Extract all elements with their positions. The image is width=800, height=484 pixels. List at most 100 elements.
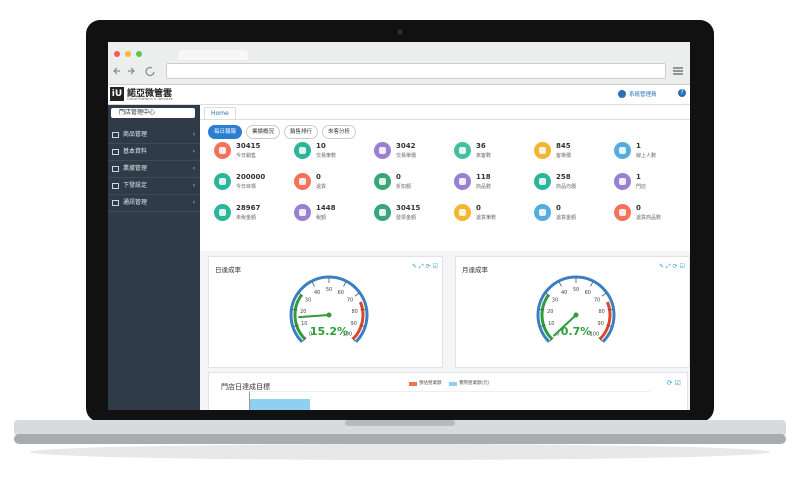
gauge-tick	[360, 308, 366, 311]
panel-tools[interactable]: ⟳ ☑	[666, 379, 681, 387]
panel-tools[interactable]: ✎ ⤢ ⟳ ☑	[659, 263, 685, 270]
menu-item[interactable]: 業據管理 ‹	[108, 161, 200, 178]
legend-swatch	[409, 382, 417, 386]
gauge-tick	[558, 281, 562, 287]
bar	[250, 399, 310, 410]
gauge-tick-label: 20	[547, 309, 553, 315]
stat-value: 0	[636, 204, 641, 212]
stat-label: 商品數	[476, 184, 492, 190]
menu-caret: ‹	[192, 165, 195, 172]
stat-value: 30415	[236, 142, 261, 150]
menu-icon	[112, 182, 119, 189]
stat-icon	[214, 173, 231, 190]
subtab[interactable]: 銷售排行	[284, 125, 319, 139]
gauge-title: 月達成率	[462, 266, 488, 274]
home-tab[interactable]: Home	[204, 107, 236, 119]
stat-icon	[294, 173, 311, 190]
panel-tools[interactable]: ✎ ⤢ ⟳ ☑	[412, 263, 438, 270]
stat-value: 1	[636, 142, 641, 150]
gauge-arc	[289, 275, 369, 343]
gauge-tick-label: 100	[343, 331, 353, 337]
stat-value: 1448	[316, 204, 336, 212]
stat-label: 交易單價	[396, 153, 417, 159]
user-menu[interactable]: 系統管理員	[629, 92, 657, 98]
stat-glyph	[459, 178, 466, 185]
gauge-tick-label: 0	[556, 331, 559, 337]
stat-label: 門店	[636, 184, 647, 190]
menu-caret: ‹	[192, 199, 195, 206]
stat-label: 線上人數	[636, 153, 657, 159]
gauge-arc	[536, 275, 616, 343]
stat-value: 0	[316, 173, 321, 181]
gauge-tick-label: 90	[351, 321, 357, 327]
bottom-chart-panel: 門店日達成目標 預估營業額 實際營業額(元) ⟳ ☑	[208, 372, 688, 410]
gauge-tick-label: 50	[573, 287, 579, 293]
menu-item[interactable]: 下發設定 ‹	[108, 178, 200, 195]
menu-label: 商品管理	[123, 131, 148, 138]
content: Home 每日報報 業績概況 銷售排行 來客分析 30415 今日銷售 10 交易筆數 3042…	[200, 105, 690, 410]
gauge-tick	[598, 337, 603, 342]
menu-item[interactable]: 基本資料 ‹	[108, 144, 200, 161]
brand-tagline: Cloud Platform & Services	[127, 97, 173, 101]
browser-tab[interactable]	[178, 50, 248, 60]
stat-value: 36	[476, 142, 486, 150]
subtab[interactable]: 每日報報	[208, 125, 243, 139]
stat-glyph	[219, 178, 226, 185]
gauge-tick	[302, 337, 307, 342]
gauge-tick-label: 20	[300, 309, 306, 315]
stat-icon	[454, 142, 471, 159]
sidebar: 門店管理中心 商品管理 ‹ 基本資料 ‹ 業據管理 ‹ 下發設定 ‹ 通訊管理 ‹	[108, 105, 200, 410]
gauge-panel: 日達成率 ✎ ⤢ ⟳ ☑ 0 10 20 30 40 50 60 70 80 90 100 15.2%	[208, 256, 443, 368]
menu-icon	[112, 148, 119, 155]
subtab[interactable]: 業績概況	[246, 125, 281, 139]
menu-icon	[112, 199, 119, 206]
subtab[interactable]: 來客分析	[322, 125, 357, 139]
stat-icon	[534, 142, 551, 159]
browser-chrome	[108, 42, 690, 85]
stat-label: 今日銷售	[236, 153, 257, 159]
app-header: iU 諾亞微管雲 Cloud Platform & Services 系統管理員…	[108, 85, 690, 105]
user-avatar	[618, 90, 626, 98]
close-button[interactable]	[114, 51, 120, 57]
gauge-tick	[351, 337, 356, 342]
help-icon[interactable]: ?	[678, 89, 686, 97]
gauge-tick-label: 80	[598, 309, 604, 315]
legend-swatch	[449, 382, 457, 386]
stat-glyph	[539, 147, 546, 154]
store-selector[interactable]: 門店管理中心	[111, 108, 195, 118]
stat-glyph	[219, 147, 226, 154]
gauge-panel: 月達成率 ✎ ⤢ ⟳ ☑ 0 10 20 30 40 50 60 70 80 90 100 0.7%	[455, 256, 690, 368]
maximize-button[interactable]	[136, 51, 142, 57]
menu-icon[interactable]	[672, 66, 684, 76]
stat-value: 1	[636, 173, 641, 181]
stat-icon	[294, 142, 311, 159]
gauge-tick-label: 60	[585, 290, 591, 296]
gauge-tick	[549, 337, 554, 342]
stat-value: 0	[556, 204, 561, 212]
gauge-tick	[343, 281, 347, 287]
nav-buttons[interactable]	[112, 64, 162, 78]
stat-icon	[374, 173, 391, 190]
stat-value: 845	[556, 142, 571, 150]
menu-item[interactable]: 通訊管理 ‹	[108, 195, 200, 212]
gauge-tick-label: 60	[338, 290, 344, 296]
stat-icon	[294, 204, 311, 221]
gauge-band-high	[598, 301, 612, 341]
gauge-band-low	[540, 294, 554, 341]
menu-label: 通訊管理	[123, 199, 148, 206]
gauge-hub	[326, 312, 332, 318]
gauge-title: 日達成率	[215, 266, 241, 274]
stat-label: 折扣額	[396, 184, 412, 190]
address-bar[interactable]	[166, 63, 666, 79]
minimize-button[interactable]	[125, 51, 131, 57]
stat-icon	[614, 204, 631, 221]
gauge-tick-label: 80	[351, 309, 357, 315]
plot-area	[249, 391, 650, 410]
gauge-tick-label: 10	[548, 321, 554, 327]
stat-icon	[214, 142, 231, 159]
legend-label: 實際營業額(元)	[459, 381, 490, 386]
stat-label: 發票金額	[396, 215, 417, 221]
menu-item[interactable]: 商品管理 ‹	[108, 127, 200, 144]
